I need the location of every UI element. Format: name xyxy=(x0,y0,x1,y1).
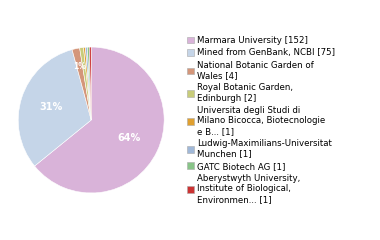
Wedge shape xyxy=(18,50,91,166)
Text: 1%: 1% xyxy=(73,62,86,71)
Wedge shape xyxy=(86,47,91,120)
Wedge shape xyxy=(72,48,91,120)
Legend: Marmara University [152], Mined from GenBank, NCBI [75], National Botanic Garden: Marmara University [152], Mined from Gen… xyxy=(187,36,335,204)
Wedge shape xyxy=(80,48,91,120)
Wedge shape xyxy=(35,47,164,193)
Wedge shape xyxy=(84,47,91,120)
Wedge shape xyxy=(87,47,91,120)
Text: 64%: 64% xyxy=(118,133,141,143)
Text: 31%: 31% xyxy=(39,102,63,112)
Wedge shape xyxy=(89,47,91,120)
